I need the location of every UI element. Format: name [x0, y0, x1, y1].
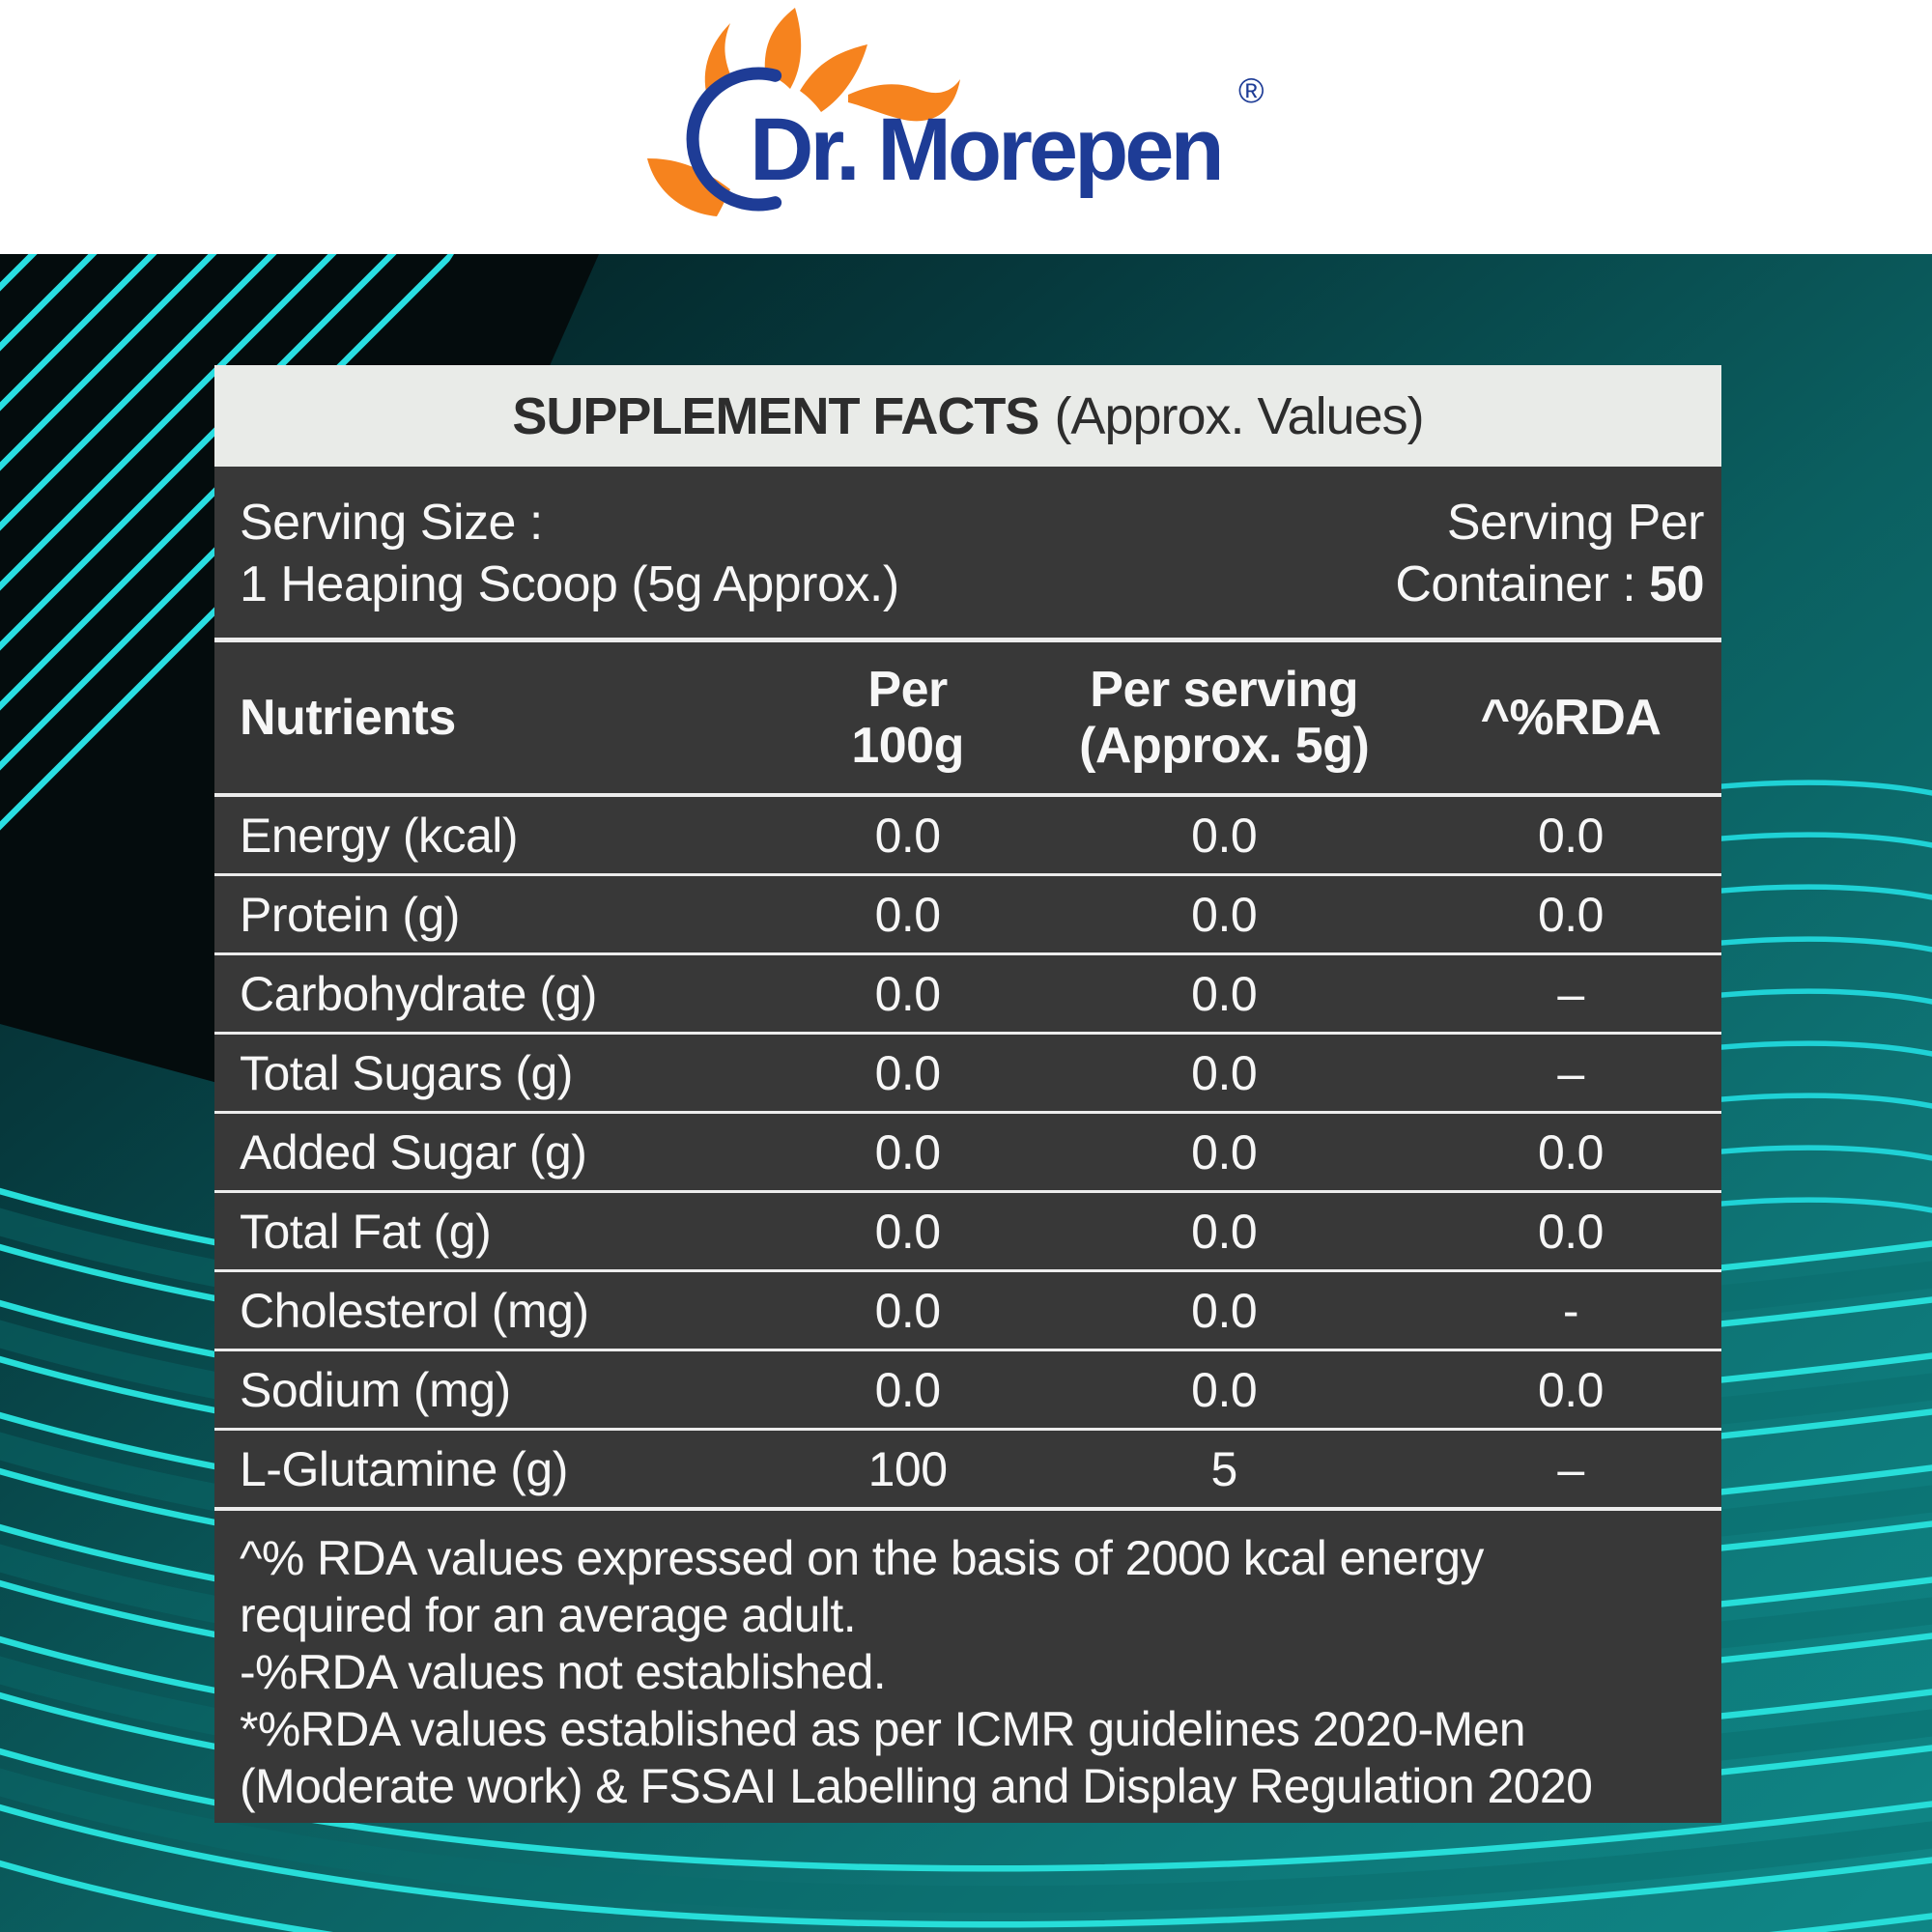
value-per-serving: 0.0 — [1028, 1112, 1420, 1193]
value-rda: – — [1419, 1033, 1721, 1114]
value-per-serving: 0.0 — [1028, 795, 1420, 876]
value-per-serving: 0.0 — [1028, 874, 1420, 955]
serving-info: Serving Size : 1 Heaping Scoop (5g Appro… — [214, 467, 1721, 642]
table-row: Total Sugars (g) 0.0 0.0– — [214, 1033, 1721, 1114]
supplement-facts-panel: SUPPLEMENT FACTS (Approx. Values) Servin… — [214, 365, 1721, 1823]
value-rda: 0.0 — [1419, 795, 1721, 876]
container-label: Container : — [1395, 556, 1650, 612]
table-row: Carbohydrate (g) 0.0 0.0– — [214, 953, 1721, 1035]
table-row: Added Sugar (g) 0.0 0.0 0.0 — [214, 1112, 1721, 1193]
table-row: L-Glutamine (g) 100 5– — [214, 1429, 1721, 1511]
value-per-serving: 0.0 — [1028, 1350, 1420, 1431]
footnote-line: *%RDA values established as per ICMR gui… — [240, 1702, 1526, 1756]
nutrient-name: Energy (kcal) — [214, 795, 787, 876]
value-rda: - — [1419, 1270, 1721, 1351]
servings-per-container: Serving Per Container : 50 — [1395, 492, 1704, 638]
value-per-100g: 0.0 — [786, 1350, 1029, 1431]
value-rda: 0.0 — [1419, 1191, 1721, 1272]
value-rda: 0.0 — [1419, 1112, 1721, 1193]
footnote-line: -%RDA values not established. — [240, 1645, 887, 1699]
value-per-100g: 0.0 — [786, 1112, 1029, 1193]
facts-subtitle: (Approx. Values) — [1054, 386, 1424, 445]
nutrient-name: Protein (g) — [214, 874, 787, 955]
table-row: Cholesterol (mg) 0.0 0.0- — [214, 1270, 1721, 1351]
table-header-row: Nutrients Per 100g Per serving (Approx. … — [214, 642, 1721, 797]
table-row: Sodium (mg) 0.0 0.0 0.0 — [214, 1350, 1721, 1431]
logo-band: Dr. Morepen ® — [0, 0, 1932, 254]
serving-per-label: Serving Per — [1446, 495, 1705, 551]
footnotes: ^% RDA values expressed on the basis of … — [214, 1511, 1721, 1815]
value-per-100g: 100 — [786, 1429, 1029, 1511]
facts-header: SUPPLEMENT FACTS (Approx. Values) — [214, 365, 1721, 467]
value-per-100g: 0.0 — [786, 1270, 1029, 1351]
facts-title: SUPPLEMENT FACTS — [512, 386, 1039, 445]
nutrient-name: Total Fat (g) — [214, 1191, 787, 1272]
value-per-serving: 0.0 — [1028, 1191, 1420, 1272]
nutrient-name: Total Sugars (g) — [214, 1033, 787, 1114]
nutrient-name: Sodium (mg) — [214, 1350, 787, 1431]
value-per-serving: 0.0 — [1028, 1270, 1420, 1351]
nutrient-name: Cholesterol (mg) — [214, 1270, 787, 1351]
footnote-line: ^% RDA values expressed on the basis of … — [240, 1531, 1484, 1585]
value-per-100g: 0.0 — [786, 1033, 1029, 1114]
serving-size: Serving Size : 1 Heaping Scoop (5g Appro… — [240, 492, 899, 638]
serving-size-label: Serving Size : — [240, 495, 543, 551]
brand-logo: Dr. Morepen ® — [647, 8, 1264, 216]
table-row: Total Fat (g) 0.0 0.0 0.0 — [214, 1191, 1721, 1272]
value-per-100g: 0.0 — [786, 874, 1029, 955]
value-rda: 0.0 — [1419, 1350, 1721, 1431]
container-value: 50 — [1649, 556, 1704, 612]
nutrient-name: L-Glutamine (g) — [214, 1429, 787, 1511]
value-per-serving: 0.0 — [1028, 953, 1420, 1035]
col-header-rda: ^%RDA — [1419, 642, 1721, 797]
value-rda: – — [1419, 953, 1721, 1035]
value-per-100g: 0.0 — [786, 953, 1029, 1035]
value-per-100g: 0.0 — [786, 1191, 1029, 1272]
col-header-per-serving: Per serving (Approx. 5g) — [1028, 642, 1420, 797]
col-header-nutrients: Nutrients — [214, 642, 787, 797]
nutrients-table: Nutrients Per 100g Per serving (Approx. … — [214, 642, 1721, 1511]
container-count: Container : 50 — [1395, 554, 1704, 615]
serving-size-value: 1 Heaping Scoop (5g Approx.) — [240, 556, 899, 612]
brand-name: Dr. Morepen — [750, 100, 1221, 199]
nutrient-name: Added Sugar (g) — [214, 1112, 787, 1193]
table-row: Protein (g) 0.0 0.0 0.0 — [214, 874, 1721, 955]
value-rda: – — [1419, 1429, 1721, 1511]
value-per-100g: 0.0 — [786, 795, 1029, 876]
table-row: Energy (kcal) 0.0 0.0 0.0 — [214, 795, 1721, 876]
value-per-serving: 0.0 — [1028, 1033, 1420, 1114]
registered-mark: ® — [1238, 71, 1264, 110]
nutrient-name: Carbohydrate (g) — [214, 953, 787, 1035]
footnote-line: required for an average adult. — [240, 1588, 857, 1642]
col-header-per-100g: Per 100g — [786, 642, 1029, 797]
footnote-line: (Moderate work) & FSSAI Labelling and Di… — [240, 1759, 1593, 1813]
value-per-serving: 5 — [1028, 1429, 1420, 1511]
value-rda: 0.0 — [1419, 874, 1721, 955]
sunrise-icon — [647, 8, 960, 216]
